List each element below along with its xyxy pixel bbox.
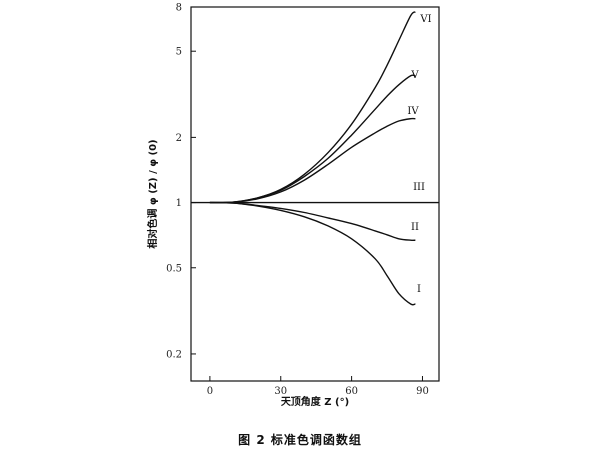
x-tick-label: 0: [207, 386, 213, 397]
series-label-vi: VI: [419, 14, 431, 25]
series-line-vi: [209, 11, 416, 204]
figure-caption: 图 2 标准色调函数组: [238, 433, 362, 447]
x-tick-label: 30: [274, 386, 287, 397]
y-tick-label: 0.5: [166, 263, 182, 274]
x-axis-label: 天顶角度 Z (°): [281, 395, 349, 408]
series-label-ii: II: [411, 222, 419, 233]
x-tick-label: 60: [345, 386, 358, 397]
y-tick-label: 0.2: [166, 349, 182, 360]
plot-frame: [190, 6, 440, 382]
y-tick-label: 2: [176, 133, 182, 144]
y-tick-label: 8: [176, 3, 182, 14]
series-line-ii: [209, 201, 416, 242]
series-label-v: V: [410, 70, 419, 81]
series-line-iv: [209, 117, 416, 204]
series-label-iii: III: [413, 182, 425, 193]
y-axis-label: 相对色调 φ (Z) / φ (0): [146, 139, 159, 248]
y-tick-label: 5: [176, 47, 182, 58]
series-label-iv: IV: [407, 106, 419, 117]
x-tick-label: 90: [416, 386, 429, 397]
series-label-i: I: [417, 284, 421, 295]
series-line-i: [209, 201, 416, 306]
y-tick-label: 1: [176, 198, 182, 209]
series-line-v: [209, 74, 416, 204]
